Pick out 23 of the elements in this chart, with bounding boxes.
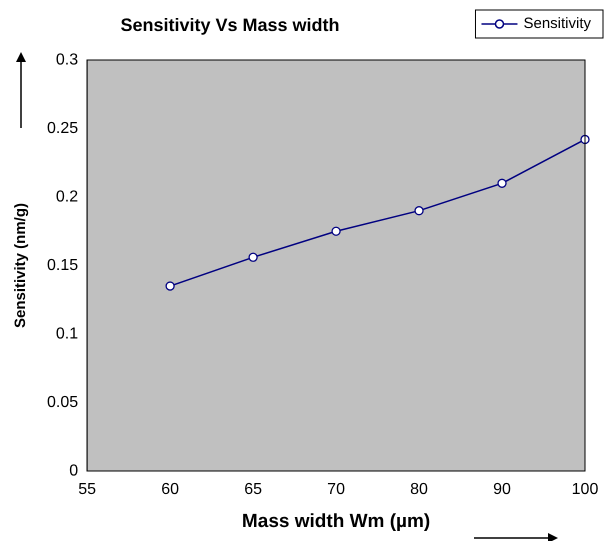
legend-label: Sensitivity	[523, 15, 592, 32]
y-tick-label: 0.25	[47, 120, 78, 137]
y-tick-label: 0.2	[56, 188, 78, 206]
y-axis-title: Sensitivity (nm/g)	[12, 202, 30, 328]
x-tick-label: 90	[493, 481, 512, 498]
y-tick-label: 0.3	[56, 51, 78, 68]
chart-title: Sensitivity Vs Mass width	[120, 14, 340, 35]
x-tick-label: 80	[410, 481, 428, 498]
y-tick-label: 0.15	[47, 256, 78, 274]
x-tick-label: 60	[161, 481, 180, 498]
y-tick-label: 0.1	[56, 325, 78, 342]
y-tick-label: 0	[69, 462, 78, 480]
point	[165, 281, 175, 291]
x-tick-label: 70	[327, 481, 346, 498]
point	[331, 226, 341, 236]
x-axis-title: Mass width Wm (µm)	[242, 510, 430, 532]
y-tick-label: 0.05	[47, 394, 78, 411]
x-tick-label: 55	[78, 481, 96, 498]
x-tick-label: 65	[244, 481, 262, 498]
x-tick-label: 100	[572, 481, 598, 498]
point	[248, 252, 258, 262]
point	[497, 178, 507, 188]
point	[414, 206, 424, 216]
